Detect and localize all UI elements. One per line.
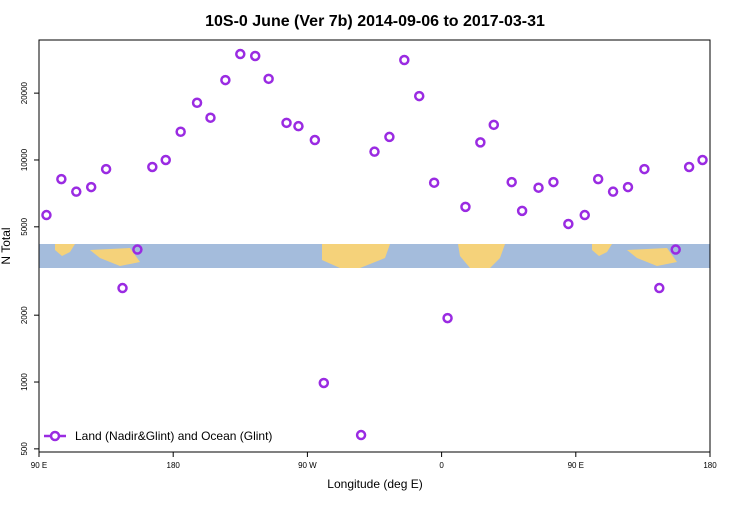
point — [475, 137, 486, 148]
point — [460, 201, 471, 213]
point — [683, 161, 695, 173]
point — [579, 209, 590, 221]
point — [175, 126, 186, 138]
point — [132, 244, 143, 255]
y-tick-label: 20000 — [20, 81, 29, 104]
point — [117, 282, 128, 294]
chart-title: 10S-0 June (Ver 7b) 2014-09-06 to 2017-0… — [205, 13, 545, 30]
point — [85, 181, 97, 193]
point — [309, 134, 321, 146]
point — [56, 173, 67, 185]
point — [548, 176, 559, 188]
point — [281, 117, 292, 129]
x-tick-label: 90 W — [298, 461, 317, 470]
x-tick-label: 180 — [703, 461, 717, 470]
plot-frame — [38, 39, 711, 453]
x-axis-title: Longitude (deg E) — [327, 477, 422, 491]
point — [160, 154, 171, 166]
point — [249, 50, 261, 62]
point — [318, 377, 330, 389]
legend-marker — [49, 430, 61, 442]
point — [399, 54, 410, 66]
y-tick-label: 5000 — [20, 217, 29, 235]
point — [488, 119, 500, 131]
point — [516, 205, 528, 217]
point — [533, 182, 544, 193]
point — [220, 74, 231, 86]
point — [607, 186, 619, 197]
map-strip — [39, 244, 710, 268]
point — [622, 181, 634, 193]
point — [413, 90, 425, 102]
point — [355, 429, 367, 441]
point — [654, 282, 665, 294]
y-tick-label: 500 — [20, 442, 29, 456]
point — [205, 112, 216, 123]
point — [293, 120, 304, 132]
x-tick-label: 180 — [167, 461, 181, 470]
legend-label: Land (Nadir&Glint) and Ocean (Glint) — [75, 429, 272, 443]
point — [147, 161, 158, 173]
y-tick-label: 1000 — [20, 373, 29, 391]
point — [384, 131, 395, 143]
x-tick-label: 0 — [439, 461, 444, 470]
point — [369, 146, 380, 157]
point — [428, 177, 440, 188]
x-tick-label: 90 E — [568, 461, 584, 470]
point — [100, 163, 112, 175]
point — [670, 244, 681, 255]
y-tick-label: 2000 — [20, 306, 29, 324]
point — [506, 176, 517, 188]
point — [697, 154, 708, 166]
y-tick-label: 10000 — [20, 148, 29, 171]
x-tick-label: 90 E — [31, 461, 47, 470]
point — [592, 173, 604, 185]
point — [191, 97, 203, 109]
point — [235, 48, 246, 60]
y-axis-title: N Total — [0, 227, 13, 264]
point — [263, 73, 274, 85]
point — [639, 163, 650, 175]
point — [41, 209, 52, 221]
point — [71, 186, 82, 197]
point — [442, 312, 453, 324]
point — [563, 218, 574, 230]
land — [55, 244, 677, 268]
